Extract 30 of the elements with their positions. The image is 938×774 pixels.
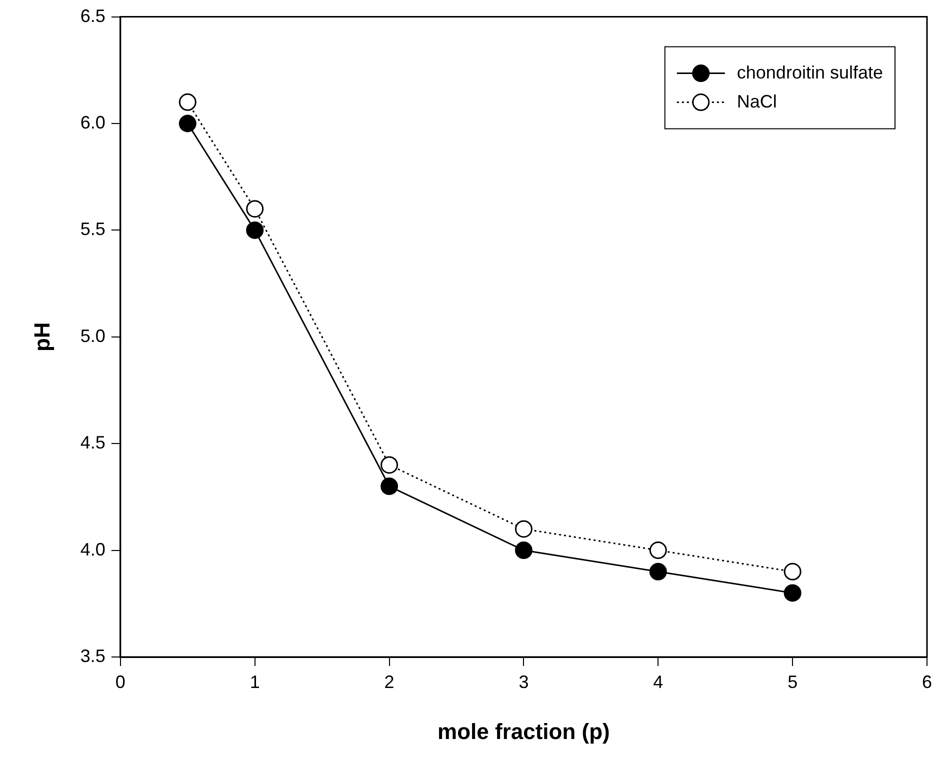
legend-label: chondroitin sulfate bbox=[736, 62, 883, 82]
x-tick-label: 2 bbox=[384, 672, 394, 692]
x-axis-title: mole fraction (p) bbox=[438, 718, 610, 744]
point bbox=[514, 542, 532, 560]
x-tick-label: 5 bbox=[788, 672, 798, 692]
y-tick-label: 3.5 bbox=[80, 646, 106, 666]
x-tick-label: 3 bbox=[518, 672, 529, 692]
y-tick-label: 4.0 bbox=[80, 539, 106, 560]
point bbox=[380, 456, 398, 474]
y-axis-title: pH bbox=[29, 322, 54, 352]
y-tick-label: 6.5 bbox=[80, 6, 106, 26]
point bbox=[649, 542, 667, 560]
point bbox=[514, 520, 532, 538]
point bbox=[784, 584, 802, 602]
y-tick-label: 4.5 bbox=[80, 432, 106, 453]
point bbox=[784, 562, 802, 580]
x-tick-label: 1 bbox=[250, 672, 260, 692]
x-tick-label: 0 bbox=[115, 672, 126, 692]
y-tick-label: 5.0 bbox=[80, 326, 106, 346]
legend-label: NaCl bbox=[736, 91, 777, 112]
point bbox=[649, 562, 667, 580]
point bbox=[246, 221, 264, 239]
point bbox=[380, 478, 398, 496]
x-tick-label: 4 bbox=[653, 672, 664, 692]
y-tick-label: 6.0 bbox=[80, 112, 106, 132]
point bbox=[246, 200, 264, 218]
point bbox=[178, 114, 196, 132]
y-tick-label: 5.5 bbox=[80, 219, 106, 240]
point bbox=[178, 93, 196, 111]
x-tick-label: 6 bbox=[922, 672, 932, 692]
